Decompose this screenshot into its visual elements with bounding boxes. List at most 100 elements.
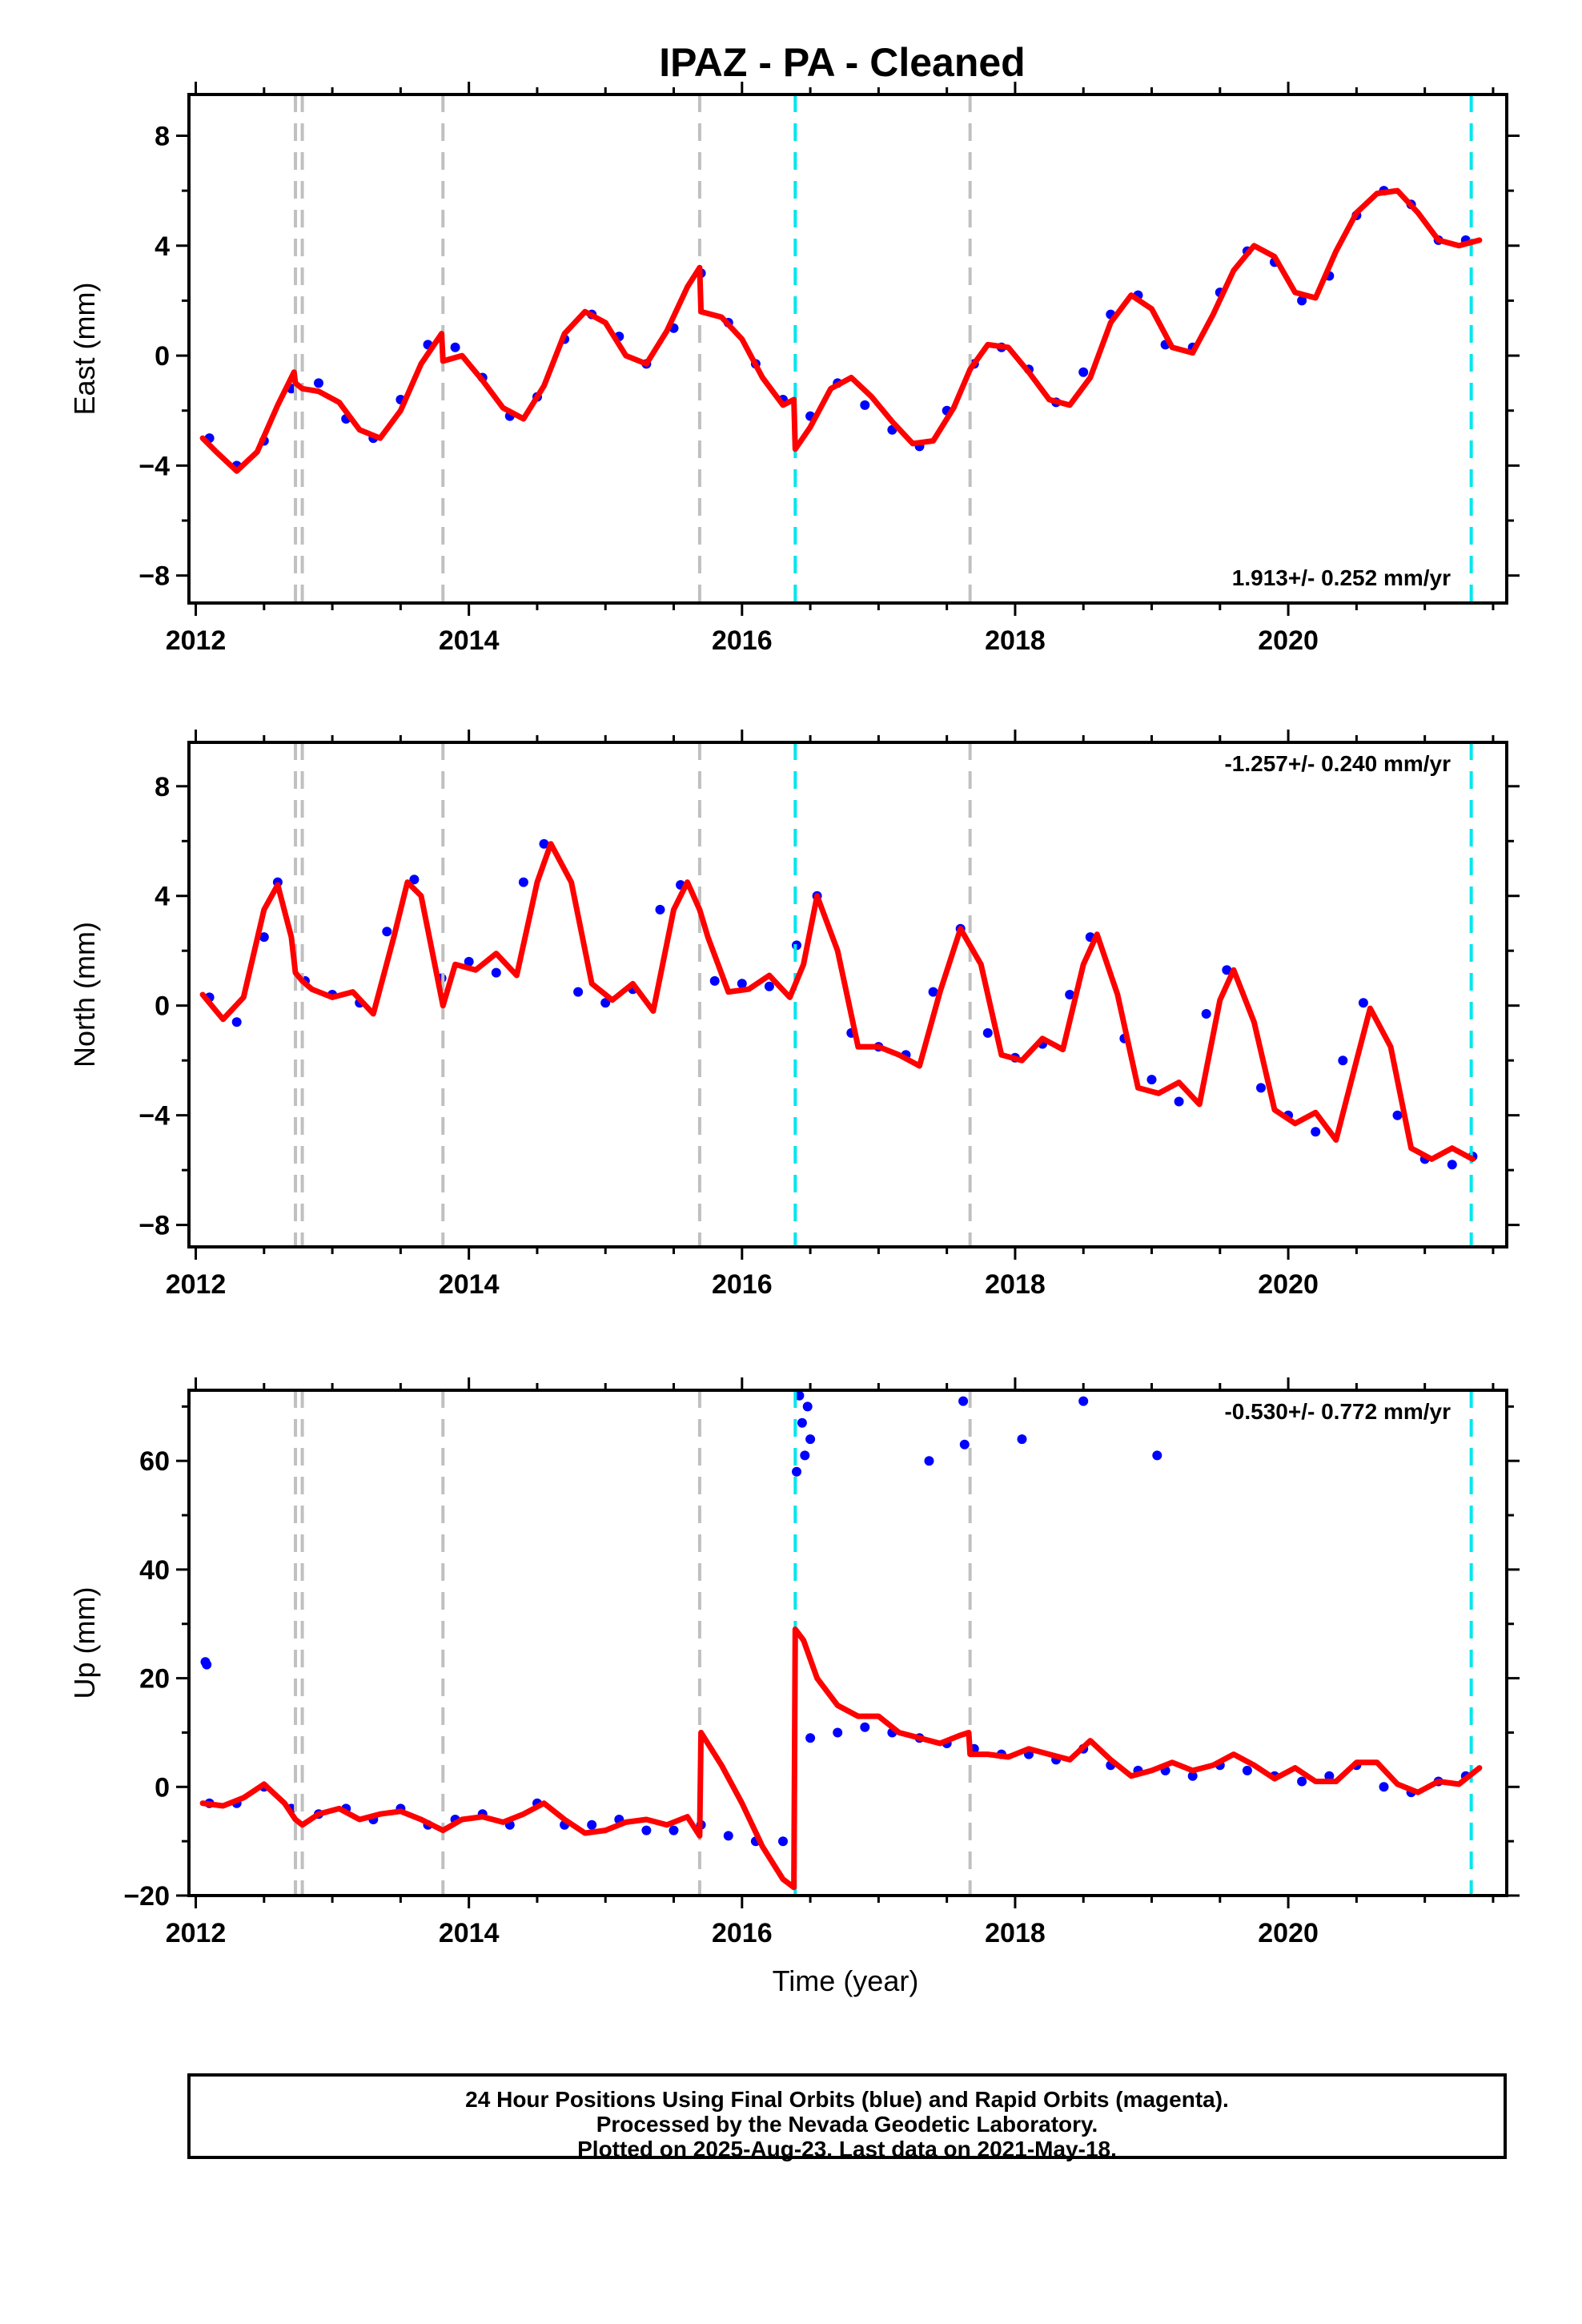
data-point <box>1358 998 1368 1008</box>
rate-annotation: -0.530+/- 0.772 mm/yr <box>1224 1399 1451 1424</box>
data-point <box>314 378 323 388</box>
data-point <box>860 1722 870 1732</box>
rate-annotation: -1.257+/- 0.240 mm/yr <box>1224 751 1451 776</box>
plot-area <box>199 742 1478 1247</box>
data-point <box>655 904 665 915</box>
data-point <box>778 1836 788 1847</box>
x-tick-label: 2020 <box>1258 1918 1319 1948</box>
footer-box: 24 Hour Positions Using Final Orbits (bl… <box>187 2073 1507 2161</box>
footer-line-2: Processed by the Nevada Geodetic Laborat… <box>596 2112 1098 2137</box>
data-point <box>1187 1771 1198 1781</box>
y-tick-label: −8 <box>139 1211 170 1241</box>
y-tick-label: 4 <box>155 231 170 262</box>
model-curve <box>199 1626 1483 1891</box>
data-point <box>382 927 392 937</box>
data-point <box>573 987 584 997</box>
data-point <box>587 1819 597 1830</box>
data-point <box>1152 1450 1162 1461</box>
y-tick-label: −4 <box>139 451 170 481</box>
y-tick-label: −4 <box>139 1101 170 1132</box>
north-panel: 2012 2014 2016 2018 2020 −8 −4 0 4 8 North (mm) -1.… <box>68 730 1520 1300</box>
data-point <box>1338 1055 1348 1066</box>
data-point <box>737 979 747 989</box>
x-tick-label: 2012 <box>166 1269 227 1300</box>
x-tick-label: 2012 <box>166 625 227 656</box>
data-point <box>1297 1776 1307 1787</box>
data-point <box>959 1439 970 1449</box>
data-point <box>924 1456 934 1466</box>
data-point <box>805 1733 816 1743</box>
data-point <box>202 1659 212 1670</box>
plot-area <box>199 1390 1483 1896</box>
data-point <box>1078 1396 1089 1406</box>
x-tick-label: 2020 <box>1258 1269 1319 1300</box>
data-point <box>792 1466 801 1477</box>
x-axis-title: Time (year) <box>773 1964 919 1997</box>
data-point <box>805 1434 816 1445</box>
data-point <box>1311 1127 1321 1137</box>
data-point <box>518 877 528 887</box>
data-point <box>1379 1782 1389 1792</box>
y-tick-label: 20 <box>139 1664 170 1695</box>
data-point <box>797 1417 807 1428</box>
x-tick-label: 2016 <box>712 1269 773 1300</box>
y-tick-label: 8 <box>155 121 170 151</box>
x-tick-label: 2016 <box>712 1918 773 1948</box>
data-point <box>958 1396 969 1406</box>
y-tick-label: 40 <box>139 1555 170 1586</box>
y-axis-title: East (mm) <box>68 283 101 416</box>
x-tick-label: 2016 <box>712 625 773 656</box>
y-tick-label: −20 <box>123 1881 170 1912</box>
model-curve <box>199 187 1483 474</box>
data-point <box>539 838 549 849</box>
x-tick-label: 2014 <box>439 625 500 656</box>
x-tick-label: 2018 <box>985 1269 1046 1300</box>
data-point <box>1146 1075 1157 1085</box>
data-point <box>1174 1096 1184 1107</box>
data-point <box>1392 1110 1403 1120</box>
x-tick-label: 2014 <box>439 1269 500 1300</box>
data-point <box>259 932 269 943</box>
y-tick-label: 0 <box>155 341 170 372</box>
data-point <box>1201 1009 1211 1019</box>
data-point <box>800 1450 810 1461</box>
x-tick-label: 2018 <box>985 1918 1046 1948</box>
plot-frame <box>187 93 1508 605</box>
data-point <box>1242 1765 1252 1775</box>
up-panel: 2012 2014 2016 2018 2020 −20 0 20 40 60 Up (mm) -0.… <box>68 1377 1520 1948</box>
x-tick-label: 2020 <box>1258 625 1319 656</box>
data-point <box>491 967 501 978</box>
data-point <box>709 975 720 986</box>
data-point <box>409 875 420 885</box>
data-point <box>669 1825 679 1835</box>
footer-line-3: Plotted on 2025-Aug-23. Last data on 202… <box>577 2137 1117 2161</box>
plot-area <box>199 94 1483 603</box>
y-axis-title: North (mm) <box>68 922 101 1068</box>
data-point <box>802 1401 813 1412</box>
data-point <box>982 1027 993 1038</box>
data-point <box>723 1831 733 1841</box>
data-point <box>600 998 611 1008</box>
east-panel: 2012 2014 2016 2018 2020 −8 −4 0 4 8 East (mm) 1.91… <box>68 82 1520 656</box>
data-point <box>450 342 460 352</box>
model-curve <box>199 841 1476 1162</box>
y-tick-label: 60 <box>139 1446 170 1477</box>
rate-annotation: 1.913+/- 0.252 mm/yr <box>1232 565 1451 590</box>
plot-frame <box>187 1389 1508 1897</box>
data-point <box>1078 367 1089 377</box>
y-axis-title: Up (mm) <box>68 1587 101 1699</box>
plot-frame <box>187 741 1508 1248</box>
data-point <box>231 1017 242 1027</box>
data-point <box>1065 990 1075 999</box>
chart-title: IPAZ - PA - Cleaned <box>659 40 1025 85</box>
data-point <box>1256 1083 1266 1093</box>
data-point <box>1222 965 1232 975</box>
x-tick-label: 2018 <box>985 625 1046 656</box>
footer-line-1: 24 Hour Positions Using Final Orbits (bl… <box>465 2087 1229 2112</box>
data-point <box>764 981 774 991</box>
x-tick-label: 2012 <box>166 1918 227 1948</box>
data-point <box>1297 296 1307 306</box>
data-point <box>464 956 474 967</box>
data-point <box>860 400 870 410</box>
